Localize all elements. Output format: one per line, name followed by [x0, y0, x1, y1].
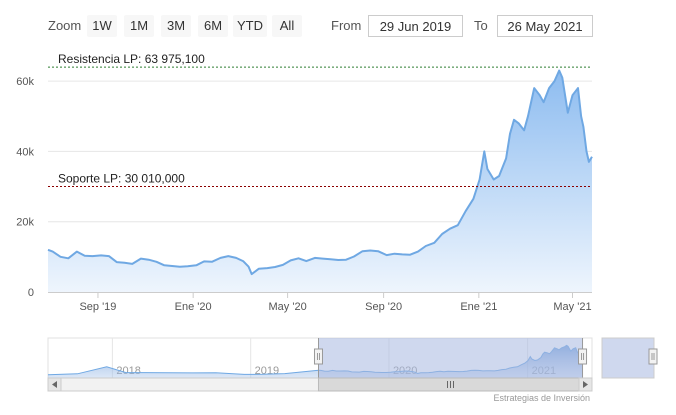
y-tick-label: 20k: [16, 217, 34, 229]
from-date-input[interactable]: 29 Jun 2019: [368, 15, 463, 37]
scroll-right-arrow-icon: [583, 381, 588, 388]
navigator-selected-range[interactable]: [318, 338, 583, 378]
y-tick-label: 60k: [16, 76, 34, 88]
from-label: From: [331, 18, 362, 33]
x-tick-label: May '20: [269, 301, 307, 313]
y-tick-label: 0: [28, 287, 34, 299]
zoom-all-button[interactable]: All: [272, 15, 302, 37]
x-tick-label: Ene '21: [460, 301, 497, 313]
x-tick-label: May '21: [553, 301, 591, 313]
resistance-label: Resistencia LP: 63 975,100: [58, 52, 205, 66]
navigator-overflow-range: [601, 337, 655, 379]
x-tick-label: Ene '20: [175, 301, 212, 313]
price-area: [48, 70, 592, 292]
navigator-overflow-handle[interactable]: [648, 348, 658, 365]
zoom-label: Zoom: [48, 18, 82, 33]
zoom-ytd-button[interactable]: YTD: [233, 15, 267, 37]
zoom-6m-button[interactable]: 6M: [198, 15, 228, 37]
x-tick-label: Sep '20: [365, 301, 402, 313]
navigator-left-handle[interactable]: [313, 348, 323, 365]
x-tick-label: Sep '19: [79, 301, 116, 313]
scroll-left-arrow-icon: [52, 381, 57, 388]
to-date-input[interactable]: 26 May 2021: [497, 15, 593, 37]
zoom-3m-button[interactable]: 3M: [161, 15, 191, 37]
zoom-1w-button[interactable]: 1W: [87, 15, 117, 37]
zoom-1m-button[interactable]: 1M: [124, 15, 154, 37]
range-selector-toolbar: Zoom 1W 1M 3M 6M YTD All From 29 Jun 201…: [0, 0, 676, 50]
support-label: Soporte LP: 30 010,000: [58, 172, 185, 186]
y-tick-label: 40k: [16, 146, 34, 158]
price-line: [47, 69, 593, 276]
to-label: To: [474, 18, 488, 33]
credit-text: Estrategias de Inversión: [493, 393, 590, 403]
navigator-right-handle[interactable]: [578, 348, 588, 365]
